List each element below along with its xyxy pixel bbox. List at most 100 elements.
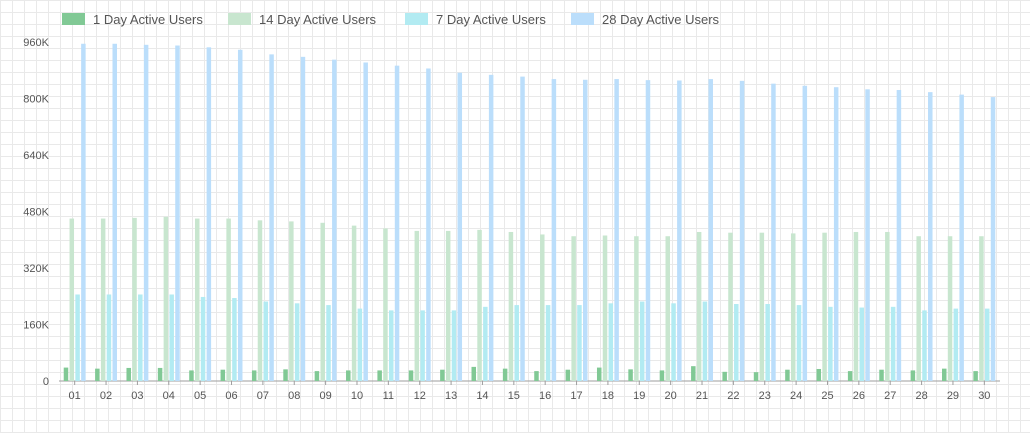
bar-1-day-active-users[interactable] [691, 366, 696, 381]
bar-14-day-active-users[interactable] [383, 228, 388, 381]
bar-14-day-active-users[interactable] [696, 231, 702, 381]
bar-7-day-active-users[interactable] [483, 306, 488, 381]
bar-7-day-active-users[interactable] [420, 310, 425, 382]
bar-1-day-active-users[interactable] [847, 371, 853, 381]
bar-28-day-active-users[interactable] [143, 44, 149, 381]
bar-1-day-active-users[interactable] [910, 370, 916, 381]
bar-1-day-active-users[interactable] [785, 369, 790, 381]
bar-1-day-active-users[interactable] [879, 369, 884, 381]
bar-14-day-active-users[interactable] [947, 236, 953, 381]
bar-7-day-active-users[interactable] [608, 303, 614, 381]
bar-14-day-active-users[interactable] [822, 232, 827, 381]
bar-7-day-active-users[interactable] [953, 308, 959, 381]
bar-28-day-active-users[interactable] [708, 79, 713, 381]
bar-14-day-active-users[interactable] [853, 231, 859, 381]
bar-7-day-active-users[interactable] [232, 298, 237, 381]
bar-7-day-active-users[interactable] [765, 304, 770, 381]
bar-1-day-active-users[interactable] [251, 370, 257, 381]
bar-1-day-active-users[interactable] [283, 369, 288, 381]
bar-14-day-active-users[interactable] [602, 235, 608, 381]
bar-1-day-active-users[interactable] [95, 368, 100, 381]
bar-28-day-active-users[interactable] [739, 80, 745, 381]
bar-1-day-active-users[interactable] [220, 369, 226, 381]
bar-28-day-active-users[interactable] [457, 72, 463, 381]
bar-7-day-active-users[interactable] [639, 301, 645, 381]
bar-28-day-active-users[interactable] [394, 65, 400, 381]
bar-1-day-active-users[interactable] [628, 369, 633, 381]
bar-14-day-active-users[interactable] [885, 231, 890, 381]
bar-1-day-active-users[interactable] [189, 370, 194, 381]
bar-14-day-active-users[interactable] [69, 218, 75, 381]
bar-1-day-active-users[interactable] [377, 370, 382, 381]
bar-1-day-active-users[interactable] [816, 368, 822, 381]
bar-7-day-active-users[interactable] [734, 304, 739, 381]
bar-28-day-active-users[interactable] [426, 68, 431, 381]
bar-28-day-active-users[interactable] [802, 85, 808, 381]
bar-1-day-active-users[interactable] [314, 371, 320, 381]
bar-28-day-active-users[interactable] [583, 79, 588, 381]
bar-1-day-active-users[interactable] [408, 370, 414, 381]
bar-7-day-active-users[interactable] [984, 308, 990, 381]
bar-1-day-active-users[interactable] [973, 371, 978, 381]
bar-1-day-active-users[interactable] [659, 370, 665, 381]
bar-7-day-active-users[interactable] [702, 301, 708, 381]
bar-28-day-active-users[interactable] [520, 76, 525, 382]
bar-7-day-active-users[interactable] [357, 308, 363, 381]
bar-1-day-active-users[interactable] [596, 367, 602, 381]
bar-7-day-active-users[interactable] [890, 306, 896, 381]
bar-14-day-active-users[interactable] [790, 233, 796, 381]
bar-14-day-active-users[interactable] [508, 231, 514, 381]
bar-7-day-active-users[interactable] [545, 305, 551, 381]
bar-14-day-active-users[interactable] [257, 220, 263, 381]
bar-14-day-active-users[interactable] [163, 216, 169, 381]
bar-28-day-active-users[interactable] [112, 43, 118, 382]
bar-28-day-active-users[interactable] [488, 74, 494, 381]
bar-7-day-active-users[interactable] [169, 294, 174, 381]
bar-14-day-active-users[interactable] [226, 218, 231, 381]
bar-28-day-active-users[interactable] [363, 62, 368, 381]
bar-1-day-active-users[interactable] [346, 370, 351, 381]
bar-28-day-active-users[interactable] [332, 59, 337, 381]
bar-14-day-active-users[interactable] [916, 236, 921, 381]
bar-14-day-active-users[interactable] [571, 236, 576, 381]
bar-7-day-active-users[interactable] [294, 303, 300, 381]
bar-14-day-active-users[interactable] [320, 222, 325, 381]
bar-7-day-active-users[interactable] [796, 305, 802, 381]
bar-14-day-active-users[interactable] [665, 236, 671, 381]
bar-1-day-active-users[interactable] [63, 367, 69, 381]
bar-28-day-active-users[interactable] [771, 83, 776, 382]
bar-1-day-active-users[interactable] [440, 369, 445, 381]
bar-7-day-active-users[interactable] [200, 296, 206, 381]
bar-28-day-active-users[interactable] [81, 43, 86, 382]
bar-28-day-active-users[interactable] [206, 47, 212, 382]
bar-28-day-active-users[interactable] [677, 80, 682, 382]
bar-14-day-active-users[interactable] [445, 230, 451, 381]
bar-28-day-active-users[interactable] [175, 45, 180, 381]
bar-28-day-active-users[interactable] [928, 92, 933, 381]
bar-7-day-active-users[interactable] [326, 305, 331, 381]
bar-28-day-active-users[interactable] [645, 80, 651, 381]
bar-28-day-active-users[interactable] [237, 49, 243, 382]
bar-28-day-active-users[interactable] [300, 56, 306, 381]
bar-7-day-active-users[interactable] [922, 310, 927, 382]
bar-1-day-active-users[interactable] [942, 368, 947, 381]
bar-1-day-active-users[interactable] [471, 366, 477, 382]
bar-28-day-active-users[interactable] [551, 79, 557, 381]
bar-7-day-active-users[interactable] [389, 310, 394, 382]
bar-28-day-active-users[interactable] [896, 90, 902, 381]
bar-7-day-active-users[interactable] [671, 303, 676, 381]
bar-14-day-active-users[interactable] [195, 218, 200, 381]
bar-28-day-active-users[interactable] [269, 54, 274, 382]
bar-7-day-active-users[interactable] [75, 294, 80, 381]
bar-28-day-active-users[interactable] [865, 89, 870, 381]
legend-item[interactable]: 7 Day Active Users [405, 12, 546, 27]
bar-7-day-active-users[interactable] [138, 294, 143, 381]
bar-14-day-active-users[interactable] [979, 236, 984, 381]
bar-14-day-active-users[interactable] [728, 232, 733, 381]
bar-7-day-active-users[interactable] [106, 294, 112, 381]
bar-7-day-active-users[interactable] [451, 310, 457, 382]
bar-14-day-active-users[interactable] [132, 217, 137, 381]
bar-1-day-active-users[interactable] [753, 372, 759, 381]
bar-1-day-active-users[interactable] [722, 371, 727, 381]
bar-7-day-active-users[interactable] [828, 306, 833, 381]
